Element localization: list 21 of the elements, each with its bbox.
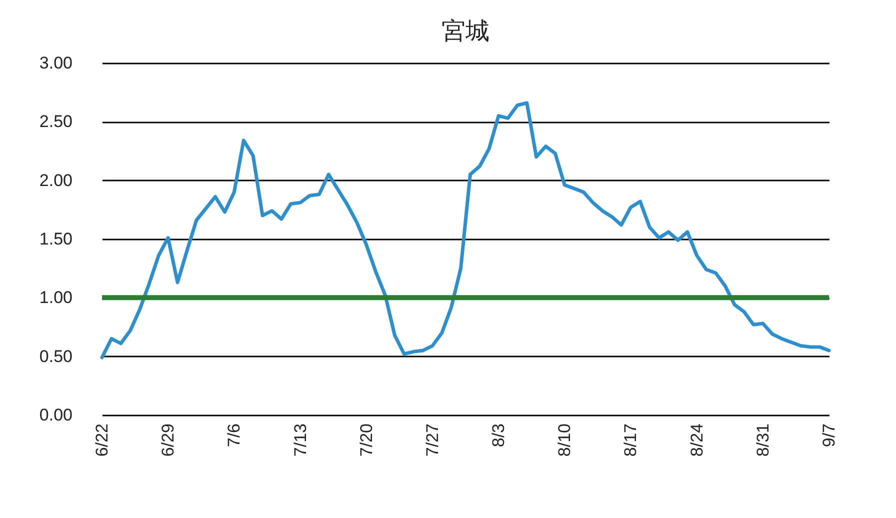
x-tick-label: 6/29: [158, 424, 178, 457]
y-tick-label: 1.50: [39, 230, 72, 248]
x-tick-label: 6/22: [92, 424, 112, 457]
y-tick-label: 3.00: [39, 54, 72, 72]
y-tick-label: 2.50: [39, 112, 72, 132]
chart-title: 宮城: [442, 17, 490, 45]
line-series: [100, 101, 831, 360]
x-tick-label: 7/6: [224, 424, 244, 448]
x-tick-label: 8/3: [489, 424, 508, 448]
x-tick-label: 8/24: [687, 424, 706, 457]
y-tick-label: 0.50: [39, 346, 72, 366]
x-tick-label: 9/7: [820, 424, 838, 448]
y-tick-label: 1.00: [39, 288, 72, 308]
x-tick-label: 7/13: [290, 424, 310, 457]
x-tick-label: 7/20: [356, 424, 376, 457]
x-tick-label: 8/10: [555, 424, 574, 457]
x-tick-label: 8/31: [753, 424, 772, 457]
x-tick-label: 7/27: [422, 424, 442, 457]
y-tick-label: 2.00: [39, 170, 72, 190]
y-tick-label: 0.00: [39, 406, 72, 424]
x-tick-label: 8/17: [621, 424, 640, 457]
